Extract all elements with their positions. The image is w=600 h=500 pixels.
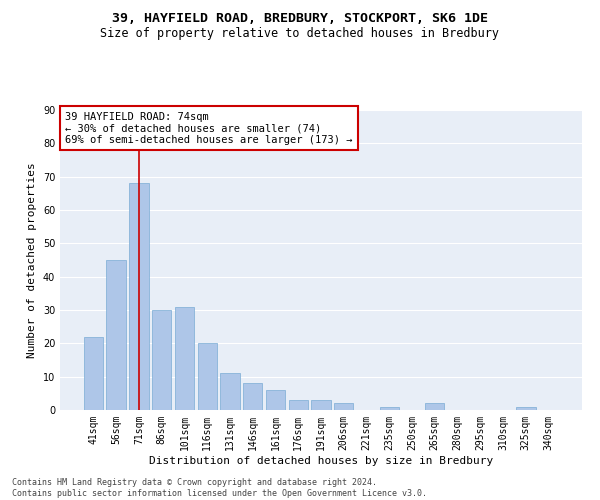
Bar — [243, 384, 262, 410]
Bar — [106, 260, 126, 410]
Bar — [425, 404, 445, 410]
Bar — [84, 336, 103, 410]
Bar — [380, 406, 399, 410]
Bar — [152, 310, 172, 410]
Bar — [289, 400, 308, 410]
Bar — [334, 404, 353, 410]
Text: 39 HAYFIELD ROAD: 74sqm
← 30% of detached houses are smaller (74)
69% of semi-de: 39 HAYFIELD ROAD: 74sqm ← 30% of detache… — [65, 112, 353, 144]
Text: Contains HM Land Registry data © Crown copyright and database right 2024.
Contai: Contains HM Land Registry data © Crown c… — [12, 478, 427, 498]
X-axis label: Distribution of detached houses by size in Bredbury: Distribution of detached houses by size … — [149, 456, 493, 466]
Bar — [175, 306, 194, 410]
Bar — [197, 344, 217, 410]
Text: 39, HAYFIELD ROAD, BREDBURY, STOCKPORT, SK6 1DE: 39, HAYFIELD ROAD, BREDBURY, STOCKPORT, … — [112, 12, 488, 26]
Bar — [266, 390, 285, 410]
Bar — [311, 400, 331, 410]
Bar — [129, 184, 149, 410]
Y-axis label: Number of detached properties: Number of detached properties — [27, 162, 37, 358]
Bar — [516, 406, 536, 410]
Bar — [220, 374, 239, 410]
Text: Size of property relative to detached houses in Bredbury: Size of property relative to detached ho… — [101, 28, 499, 40]
